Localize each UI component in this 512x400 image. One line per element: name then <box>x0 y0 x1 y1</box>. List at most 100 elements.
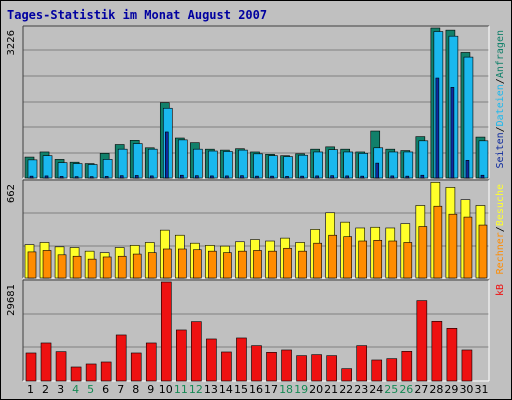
rechner-bar-22 <box>343 236 352 279</box>
rechner-bar-8 <box>132 253 142 279</box>
rechner-bar-29-fill <box>448 213 458 279</box>
dateien-bar-13 <box>208 150 218 179</box>
day-label-28: 28 <box>429 383 443 396</box>
rechner-bar-12-fill <box>193 249 202 279</box>
day-label-18: 18 <box>279 383 293 396</box>
seiten-bar-12-fill <box>195 175 199 179</box>
kb-bar-20-fill <box>311 354 322 382</box>
traffic-legend: kB <box>495 284 506 296</box>
seiten-bar-2 <box>44 175 49 179</box>
dateien-bar-30 <box>463 56 474 179</box>
dateien-bar-22 <box>343 151 353 179</box>
kb-bar-1-fill <box>25 352 37 382</box>
rechner-bar-3 <box>57 254 67 279</box>
kb-bar-13 <box>206 338 217 382</box>
requests-ymax-label: 3226 <box>6 30 17 55</box>
seiten-bar-10-fill <box>164 131 169 179</box>
rechner-bar-14-fill <box>223 252 232 279</box>
dateien-bar-6-fill <box>102 159 113 179</box>
rechner-bar-8-fill <box>132 253 142 279</box>
seiten-bar-2-fill <box>44 175 49 179</box>
rechner-bar-23 <box>358 240 368 279</box>
seiten-bar-5-fill <box>89 176 94 179</box>
day-label-30: 30 <box>459 383 473 396</box>
dateien-bar-26-fill <box>403 151 414 179</box>
kb-bar-7-fill <box>115 334 127 382</box>
dateien-bar-11 <box>178 139 188 179</box>
kb-bar-21-fill <box>326 355 337 382</box>
day-label-22: 22 <box>339 383 353 396</box>
rechner-bar-19-fill <box>298 250 307 279</box>
seiten-bar-23-fill <box>360 175 365 179</box>
seiten-bar-1 <box>29 175 34 179</box>
seiten-bar-10 <box>164 131 169 179</box>
kb-bar-24 <box>371 359 383 382</box>
kb-bar-13-fill <box>206 338 217 382</box>
seiten-bar-30-fill <box>465 160 470 179</box>
seiten-bar-11 <box>180 174 184 179</box>
dateien-bar-19 <box>298 154 308 179</box>
day-label-5: 5 <box>87 383 94 396</box>
dateien-bar-5 <box>87 164 98 179</box>
rechner-bar-2-fill <box>42 250 52 279</box>
rechner-bar-9 <box>147 252 157 279</box>
seiten-bar-16 <box>255 175 259 179</box>
day-label-24: 24 <box>369 383 383 396</box>
dateien-bar-31-fill <box>478 140 489 179</box>
seiten-bar-18 <box>285 176 289 179</box>
dateien-bar-26 <box>403 151 414 179</box>
dateien-bar-20 <box>313 151 323 179</box>
seiten-bar-31-fill <box>480 174 485 179</box>
kb-bar-4-fill <box>70 366 82 382</box>
kb-bar-26-fill <box>401 351 413 382</box>
seiten-bar-24-fill <box>375 162 380 179</box>
dateien-bar-2 <box>42 155 53 179</box>
dateien-bar-17 <box>268 155 278 179</box>
rechner-bar-2 <box>42 250 52 279</box>
rechner-bar-19 <box>298 250 307 279</box>
day-label-31: 31 <box>474 383 488 396</box>
dateien-bar-18-fill <box>283 156 293 179</box>
day-label-9: 9 <box>147 383 154 396</box>
day-label-29: 29 <box>444 383 458 396</box>
visits-legend-rechner: Rechner <box>495 232 506 274</box>
kb-bar-8 <box>130 352 142 382</box>
rechner-bar-20-fill <box>313 242 322 279</box>
dateien-bar-1-fill <box>27 159 38 179</box>
dateien-bar-4 <box>72 163 83 179</box>
kb-bar-9-fill <box>145 342 157 382</box>
dateien-bar-19-fill <box>298 154 308 179</box>
kb-bar-11-fill <box>176 329 187 382</box>
rechner-bar-1-fill <box>27 251 37 279</box>
seiten-bar-24 <box>375 162 380 179</box>
seiten-bar-8-fill <box>134 175 139 179</box>
kb-bar-6-fill <box>100 361 112 382</box>
seiten-bar-15-fill <box>240 175 244 179</box>
dateien-bar-15 <box>238 149 248 179</box>
rechner-bar-13-fill <box>208 250 217 279</box>
dateien-bar-16 <box>253 153 263 179</box>
day-label-20: 20 <box>309 383 323 396</box>
visits-legend-besuche: Besuche <box>495 184 506 226</box>
seiten-bar-23 <box>360 175 365 179</box>
rechner-bar-1 <box>27 251 37 279</box>
kb-bar-14-fill <box>221 351 232 382</box>
seiten-bar-22 <box>345 175 349 179</box>
rechner-bar-9-fill <box>147 252 157 279</box>
kb-bar-11 <box>176 329 187 382</box>
visits-ymax-label: 662 <box>6 184 17 203</box>
kb-bar-29-fill <box>446 327 458 382</box>
kb-bar-5 <box>85 363 97 382</box>
dateien-bar-3-fill <box>57 162 68 179</box>
day-label-25: 25 <box>384 383 398 396</box>
seiten-bar-26-fill <box>405 175 410 179</box>
rechner-bar-30-fill <box>463 216 473 279</box>
kb-bar-24-fill <box>371 359 383 382</box>
rechner-bar-24 <box>373 239 383 279</box>
kb-bar-22 <box>341 368 352 382</box>
seiten-bar-3-fill <box>59 176 64 179</box>
kb-bar-10-fill <box>160 281 172 382</box>
rechner-bar-16 <box>253 250 262 279</box>
rechner-bar-17-fill <box>268 250 277 279</box>
day-label-10: 10 <box>159 383 173 396</box>
